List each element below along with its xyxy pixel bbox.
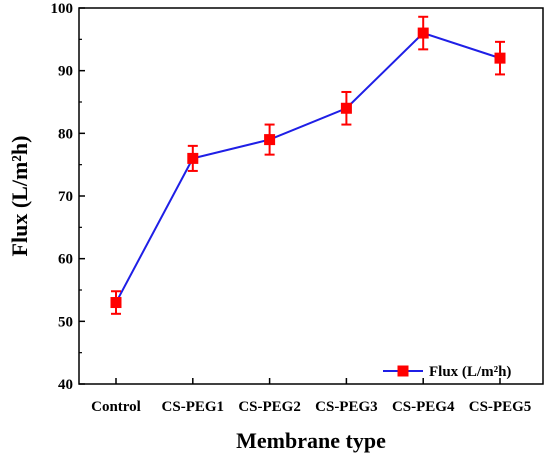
- data-point: [417, 27, 429, 39]
- legend: Flux (L/m²h): [383, 364, 511, 380]
- x-axis: Control CS-PEG1 CS-PEG2 CS-PEG3 CS-PEG4 CS-PE…: [91, 378, 531, 415]
- plot-area: [78, 7, 544, 385]
- data-point: [264, 134, 276, 146]
- y-tick-label: 50: [58, 314, 73, 330]
- legend-label: Flux (L/m²h): [429, 364, 511, 380]
- data-point: [494, 52, 506, 64]
- plot-frame: [78, 7, 544, 385]
- y-tick-label: 60: [58, 252, 73, 268]
- legend-marker: [397, 365, 409, 377]
- data-point: [110, 297, 122, 309]
- series-layer: [110, 15, 506, 315]
- series-line: [115, 31, 501, 304]
- y-axis: 40 50 60 70 80 90 100: [51, 1, 85, 393]
- y-tick-label: 40: [58, 377, 73, 393]
- y-tick-label: 80: [58, 126, 73, 142]
- x-tick-label: Control: [91, 399, 141, 415]
- x-tick-label: CS-PEG4: [392, 399, 455, 415]
- x-tick-label: CS-PEG2: [238, 399, 301, 415]
- x-tick-label: CS-PEG3: [315, 399, 378, 415]
- y-tick-label: 90: [58, 64, 73, 80]
- y-tick-label: 70: [58, 189, 73, 205]
- x-tick-label: CS-PEG5: [469, 399, 532, 415]
- y-tick-label: 100: [51, 1, 74, 17]
- x-axis-title: Membrane type: [236, 428, 386, 453]
- x-tick-label: CS-PEG1: [162, 399, 225, 415]
- data-point: [187, 152, 199, 164]
- y-axis-title: Flux (L/m²h): [7, 136, 32, 257]
- data-point: [340, 102, 352, 114]
